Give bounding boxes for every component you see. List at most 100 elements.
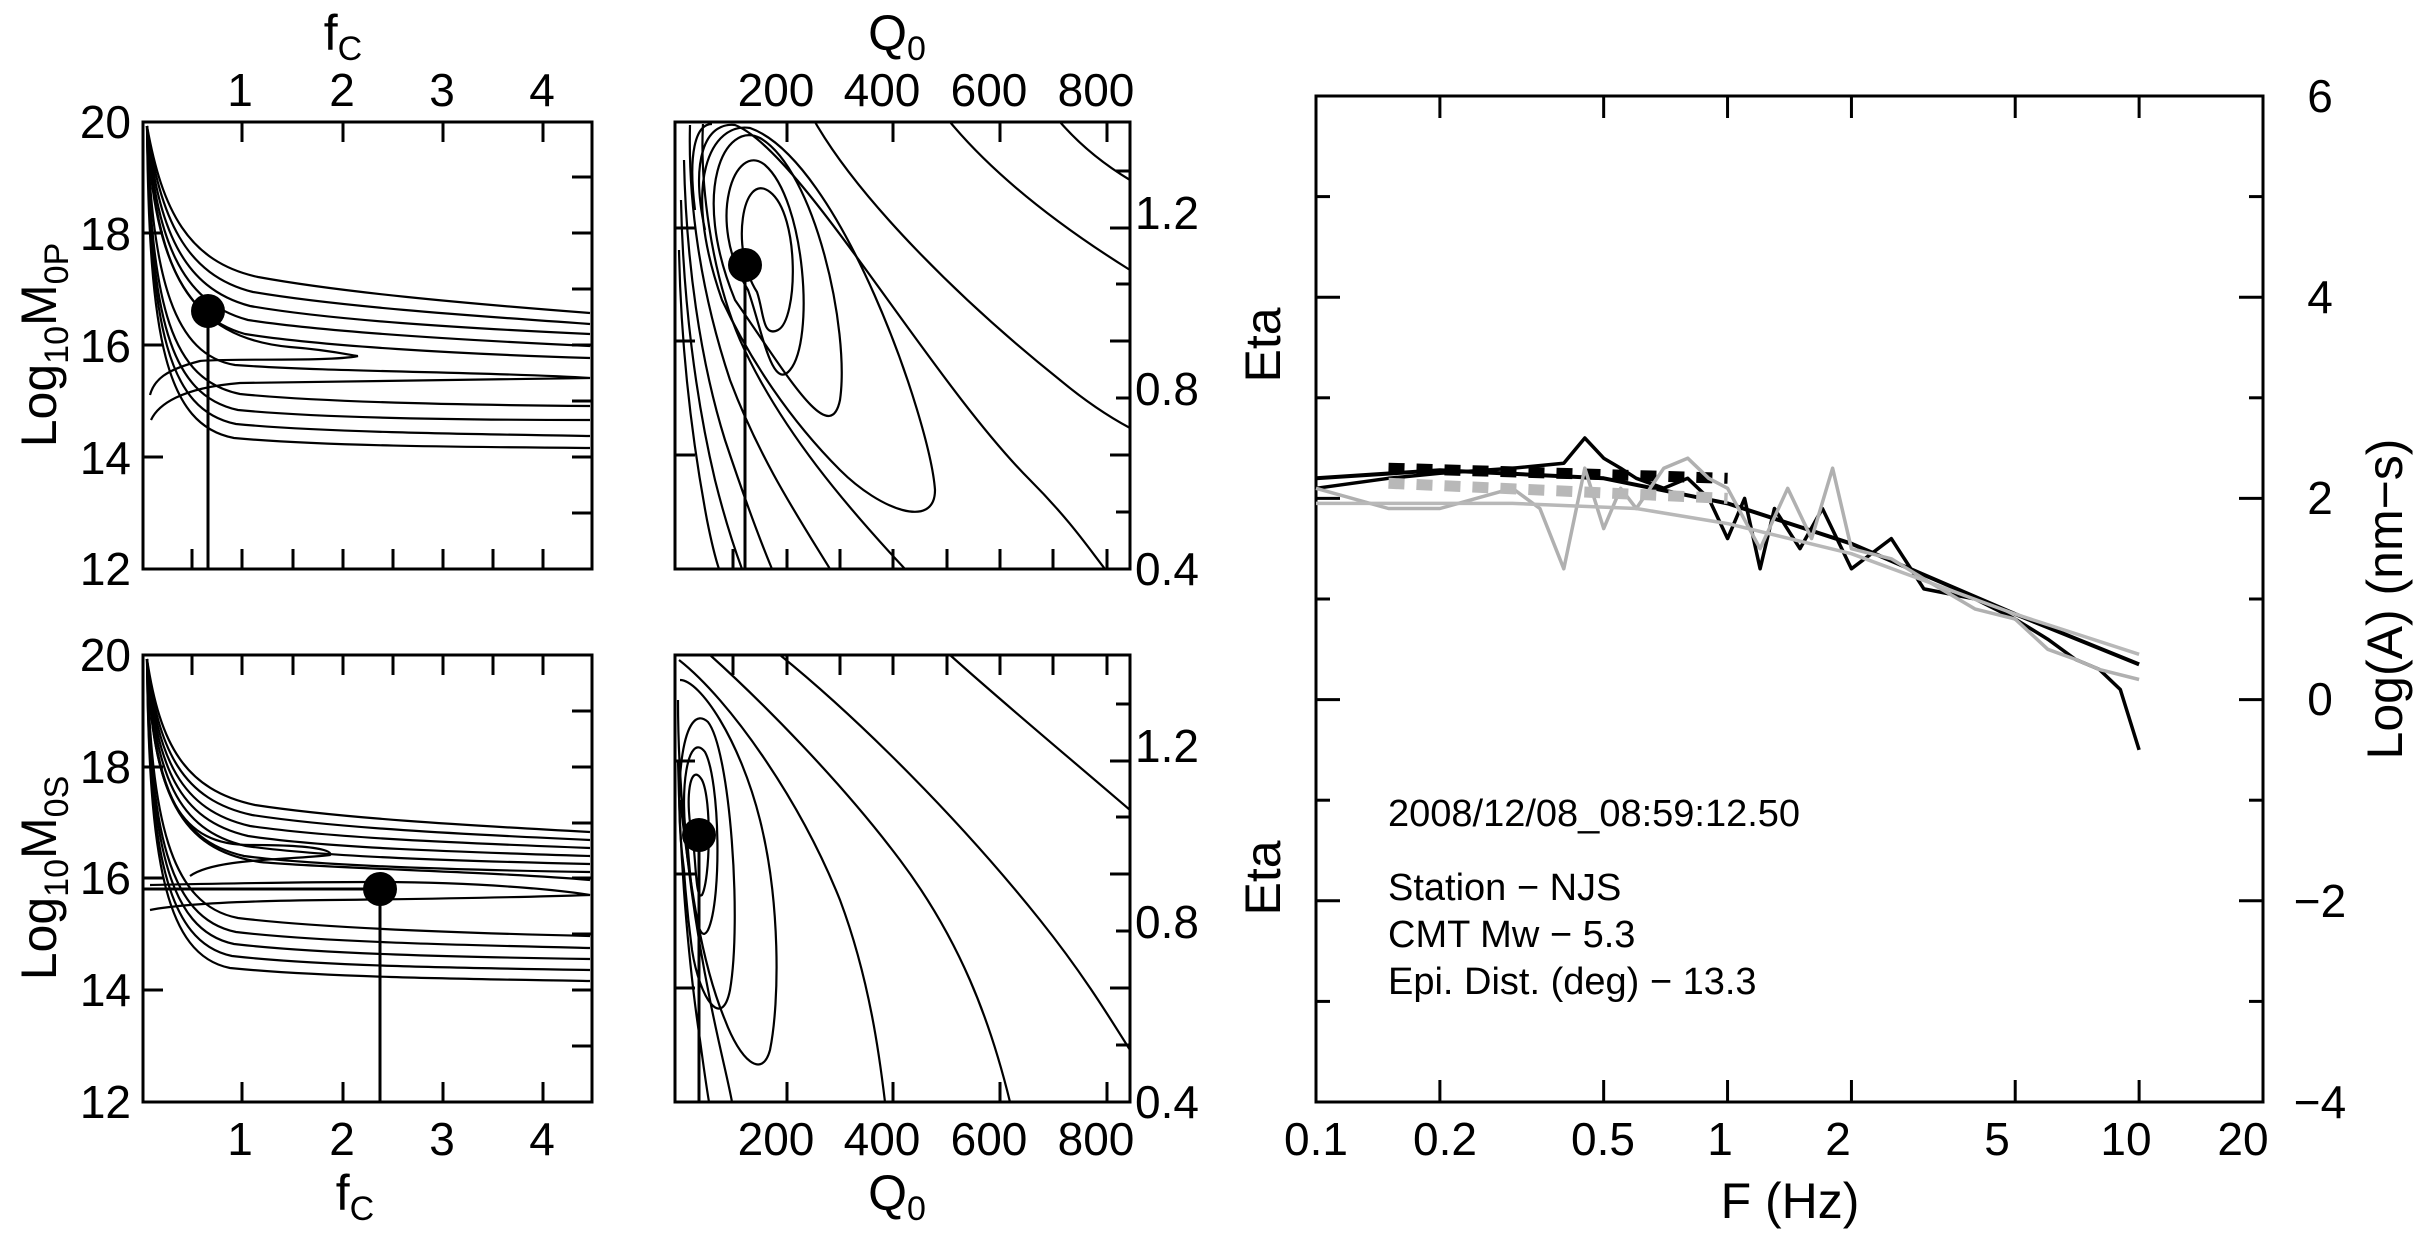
contour-lines-bottom-left bbox=[145, 658, 591, 983]
y-tick-label: 14 bbox=[80, 432, 131, 484]
tick-marks bbox=[143, 653, 592, 1104]
x-tick-labels-top: 200 400 600 800 bbox=[738, 64, 1135, 116]
distance-label: Epi. Dist. (deg) − 13.3 bbox=[1388, 961, 1757, 1003]
x-axis-title: fC bbox=[324, 5, 362, 68]
x-tick-label: 4 bbox=[529, 64, 555, 116]
y-tick-label: 20 bbox=[80, 629, 131, 681]
x-axis-title: Q0 bbox=[868, 1165, 926, 1228]
x-tick-label: 200 bbox=[738, 1113, 815, 1165]
x-tick-label: 4 bbox=[529, 1113, 555, 1165]
y-tick-label: 6 bbox=[2307, 70, 2333, 122]
y-tick-labels-right: 1.2 0.8 0.4 bbox=[1135, 187, 1199, 595]
svg-text:Log10M0S: Log10M0S bbox=[11, 776, 76, 981]
panel-frame bbox=[673, 653, 1132, 1104]
contour-lines-top-left bbox=[145, 125, 591, 450]
spectrum-series bbox=[1315, 436, 2141, 751]
spectrum-series-gray-noisy bbox=[1315, 456, 2140, 682]
x-tick-label: 600 bbox=[951, 1113, 1028, 1165]
best-fit-marker bbox=[191, 294, 225, 328]
x-tick-label: 3 bbox=[429, 1113, 455, 1165]
x-tick-label: 1 bbox=[1707, 1113, 1733, 1165]
y-axis-title: Eta bbox=[1235, 840, 1291, 915]
x-tick-label: 800 bbox=[1058, 64, 1135, 116]
x-tick-label: 0.1 bbox=[1284, 1113, 1348, 1165]
svg-text:fC: fC bbox=[336, 1165, 374, 1228]
tick-marks bbox=[675, 122, 1130, 571]
panel-frame bbox=[141, 120, 594, 571]
x-tick-label: 1 bbox=[227, 1113, 253, 1165]
spectrum-series-gray-smooth-fit bbox=[1316, 501, 2140, 656]
x-tick-label: 2 bbox=[329, 1113, 355, 1165]
panel-top-left: 20 18 16 14 12 1 2 3 4 fC Log10M0P bbox=[11, 5, 594, 595]
y-tick-label: 18 bbox=[80, 741, 131, 793]
y-tick-labels: 20 18 16 14 12 bbox=[80, 629, 131, 1128]
x-tick-label: 2 bbox=[329, 64, 355, 116]
x-axis-title: F (Hz) bbox=[1721, 1173, 1860, 1229]
y-tick-labels-right: 6 4 2 0 −2 −4 bbox=[2294, 70, 2346, 1128]
best-fit-marker bbox=[728, 248, 762, 282]
x-tick-label: 1 bbox=[227, 64, 253, 116]
magnitude-label: CMT Mw − 5.3 bbox=[1388, 914, 1635, 956]
y-tick-label: 0.4 bbox=[1135, 1076, 1199, 1128]
panel-top-right: 200 400 600 800 Q0 1.2 0.8 0.4 Eta bbox=[673, 5, 1291, 595]
y-tick-label: 12 bbox=[80, 543, 131, 595]
y-tick-label: 1.2 bbox=[1135, 720, 1199, 772]
y-tick-label: −2 bbox=[2294, 875, 2346, 927]
y-axis-title: Log10M0S bbox=[11, 776, 76, 981]
x-tick-label: 2 bbox=[1825, 1113, 1851, 1165]
y-tick-label: 18 bbox=[80, 208, 131, 260]
y-tick-label: 1.2 bbox=[1135, 187, 1199, 239]
y-tick-label: 14 bbox=[80, 964, 131, 1016]
y-axis-title: Log(A) (nm−s) bbox=[2357, 439, 2413, 760]
contour-lines-top-right bbox=[677, 121, 1131, 570]
x-tick-labels-bottom: 200 400 600 800 bbox=[738, 1113, 1135, 1165]
y-tick-label: 0.4 bbox=[1135, 543, 1199, 595]
y-tick-labels: 20 18 16 14 12 bbox=[80, 96, 131, 595]
tick-marks bbox=[675, 655, 1130, 1104]
contour-lines-bottom-right bbox=[676, 654, 1131, 1103]
x-tick-label: 600 bbox=[951, 64, 1028, 116]
y-tick-label: 0.8 bbox=[1135, 363, 1199, 415]
svg-text:Log10M0P: Log10M0P bbox=[11, 243, 76, 448]
y-tick-labels-right: 1.2 0.8 0.4 bbox=[1135, 720, 1199, 1128]
annotations: 2008/12/08_08:59:12.50 Station − NJS CMT… bbox=[1388, 793, 1800, 1003]
panel-bottom-left: 20 18 16 14 12 1 2 3 4 fC Log10M0S bbox=[11, 629, 594, 1228]
x-tick-label: 200 bbox=[738, 64, 815, 116]
station-label: Station − NJS bbox=[1388, 867, 1621, 909]
event-timestamp: 2008/12/08_08:59:12.50 bbox=[1388, 793, 1800, 835]
x-tick-label: 800 bbox=[1058, 1113, 1135, 1165]
svg-text:Q0: Q0 bbox=[868, 5, 926, 68]
y-tick-label: −4 bbox=[2294, 1076, 2346, 1128]
panel-frame bbox=[673, 120, 1132, 571]
y-tick-label: 0 bbox=[2307, 673, 2333, 725]
x-tick-label: 0.5 bbox=[1571, 1113, 1635, 1165]
y-tick-label: 4 bbox=[2307, 271, 2333, 323]
y-tick-label: 2 bbox=[2307, 472, 2333, 524]
svg-text:Q0: Q0 bbox=[868, 1165, 926, 1228]
best-fit-marker bbox=[682, 818, 716, 852]
svg-text:fC: fC bbox=[324, 5, 362, 68]
y-tick-label: 0.8 bbox=[1135, 896, 1199, 948]
x-tick-label: 400 bbox=[844, 64, 921, 116]
panel-spectrum: 0.1 0.2 0.5 1 2 5 10 20 6 4 2 0 −2 −4 F … bbox=[1284, 70, 2413, 1229]
x-tick-label: 3 bbox=[429, 64, 455, 116]
spectrum-tick-marks bbox=[1314, 94, 2265, 1104]
x-tick-label: 0.2 bbox=[1413, 1113, 1477, 1165]
panel-bottom-right: 200 400 600 800 Q0 1.2 0.8 0.4 Eta bbox=[673, 653, 1291, 1228]
x-tick-label: 10 bbox=[2100, 1113, 2151, 1165]
y-axis-title: Eta bbox=[1235, 307, 1291, 382]
spectrum-series-black-noisy bbox=[1315, 436, 2141, 751]
x-tick-labels-top: 1 2 3 4 bbox=[227, 64, 555, 116]
spectrum-series-gray-thick-dashed bbox=[1388, 477, 1728, 504]
y-tick-label: 12 bbox=[80, 1076, 131, 1128]
best-fit-marker bbox=[363, 872, 397, 906]
y-tick-label: 16 bbox=[80, 320, 131, 372]
x-tick-label: 5 bbox=[1984, 1113, 2010, 1165]
x-tick-labels: 0.1 0.2 0.5 1 2 5 10 20 bbox=[1284, 1113, 2269, 1165]
x-axis-title: Q0 bbox=[868, 5, 926, 68]
x-tick-labels-bottom: 1 2 3 4 bbox=[227, 1113, 555, 1165]
y-tick-label: 16 bbox=[80, 852, 131, 904]
tick-marks bbox=[143, 120, 592, 571]
y-tick-label: 20 bbox=[80, 96, 131, 148]
